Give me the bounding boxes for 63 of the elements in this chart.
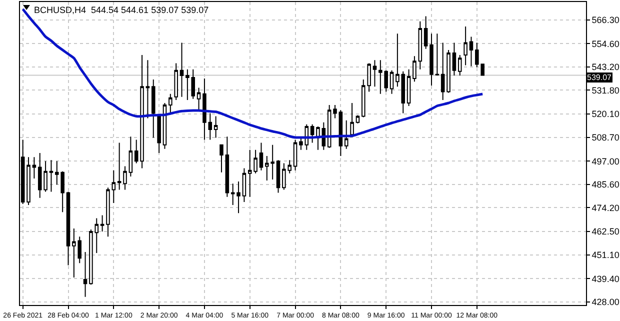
y-tick-label: 520.10 (592, 109, 620, 120)
y-tick-label: 508.70 (592, 132, 620, 142)
candlestick (458, 54, 462, 76)
candlestick (435, 33, 440, 76)
candlestick (293, 139, 298, 171)
candlestick (344, 120, 348, 150)
candlestick (446, 49, 450, 94)
y-tick-label: 566.30 (592, 14, 620, 25)
candlestick (310, 124, 314, 144)
y-tick-label: 474.20 (592, 202, 620, 213)
candlestick (100, 214, 104, 232)
candlestick (157, 114, 161, 154)
candlestick (214, 116, 218, 138)
candlestick (174, 62, 178, 100)
ref-line-label: 539.07 (587, 73, 612, 82)
candlestick (146, 60, 150, 119)
candlestick (406, 68, 411, 107)
candlestick (338, 110, 343, 157)
candlestick (452, 42, 456, 76)
y-tick-label: 531.80 (592, 85, 620, 96)
y-tick-label: 462.50 (592, 226, 620, 237)
y-tick-label: 428.00 (592, 297, 620, 308)
candlestick (26, 156, 30, 206)
candlestick (117, 142, 122, 190)
y-tick-label: 439.40 (592, 274, 620, 284)
candlestick (220, 144, 224, 173)
candlestick (412, 56, 416, 82)
candlestick (242, 168, 246, 202)
candlestick (168, 93, 172, 115)
candlestick (469, 36, 474, 67)
candlestick (356, 114, 360, 124)
candlestick (32, 156, 36, 179)
candlestick (390, 70, 394, 94)
candlestick (196, 87, 201, 111)
y-tick-label: 497.00 (592, 156, 620, 166)
candlestick (208, 112, 212, 140)
candlestick (202, 78, 206, 140)
candlestick (225, 136, 230, 198)
y-tick-label: 485.60 (592, 180, 620, 190)
candlestick (180, 42, 184, 98)
candlestick (106, 187, 110, 238)
candlestick (49, 160, 54, 192)
candlestick (151, 79, 156, 138)
candlestick (424, 16, 428, 50)
chart-title: BCHUSD,H4 544.54 544.61 539.07 539.07 (34, 5, 209, 15)
candlestick (236, 181, 240, 214)
candlestick (372, 60, 377, 88)
candlestick (418, 20, 422, 70)
candlestick (66, 191, 70, 266)
candlestick (112, 170, 116, 204)
candlestick (430, 33, 434, 86)
candlestick (440, 42, 445, 100)
candlestick (128, 136, 133, 177)
candlestick (259, 142, 264, 171)
candlestick (123, 166, 127, 190)
candlestick (333, 104, 337, 119)
candlestick (464, 26, 468, 66)
y-tick-label: 451.10 (592, 250, 620, 260)
candlestick (230, 183, 235, 206)
y-tick-label: 543.20 (592, 62, 620, 72)
candlestick (276, 160, 280, 194)
candlestick (83, 251, 88, 298)
y-tick-label: 554.60 (592, 38, 620, 49)
